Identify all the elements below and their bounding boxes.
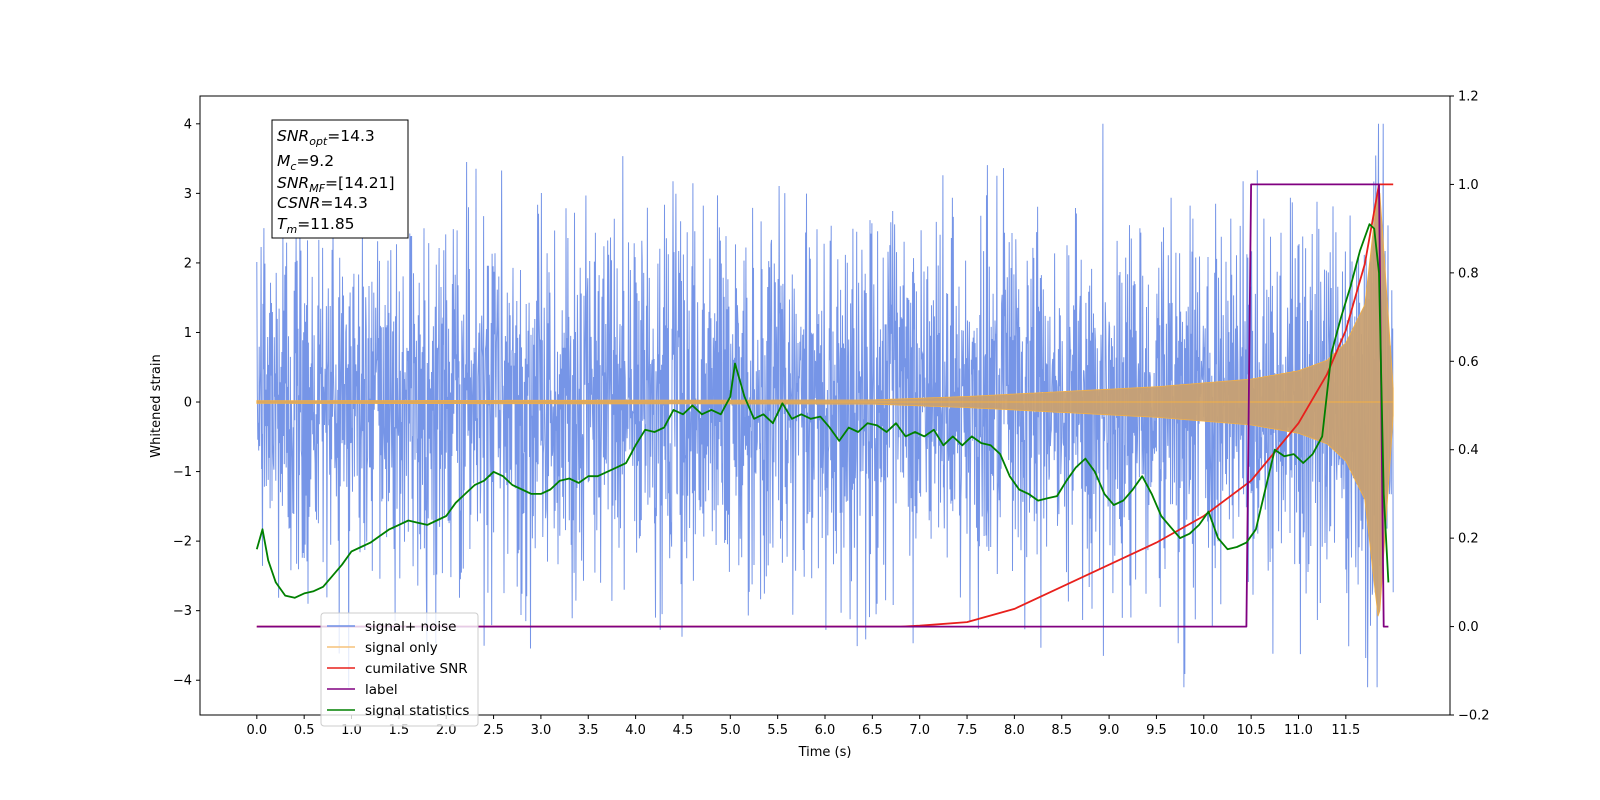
x-tick-label: 8.0 <box>1004 723 1025 738</box>
series-label <box>256 183 1389 628</box>
label-line <box>256 183 1389 628</box>
y-left-tick-label: −4 <box>173 674 192 689</box>
legend-item-label: label <box>327 682 398 698</box>
y-left-tick-label: −3 <box>173 604 192 619</box>
y-right-tick-label: 0.0 <box>1458 620 1479 635</box>
x-tick-label: 1.0 <box>341 723 362 738</box>
plot-area <box>255 123 1394 688</box>
y-left-tick-label: −2 <box>173 535 192 550</box>
annotation-csnr: CSNR=14.3 <box>277 194 368 212</box>
signal-statistics-line <box>255 223 1390 599</box>
legend-label-cumulative-snr: cumilative SNR <box>365 661 468 677</box>
stats-annotation-box: SNRopt=14.3 Mc=9.2 SNRMF=[14.21] CSNR=14… <box>271 119 409 239</box>
y-right-tick-label: 1.0 <box>1458 178 1479 193</box>
x-tick-label: 8.5 <box>1051 723 1072 738</box>
annotation-snr-opt: SNRopt=14.3 <box>277 127 375 148</box>
y-right-tick-label: 1.2 <box>1458 90 1479 105</box>
y-axis-right: 1.2 1.0 0.8 0.6 0.4 0.2 0.0 −0.2 <box>1450 90 1490 724</box>
y-left-tick-label: 3 <box>184 187 192 202</box>
legend-label-signal-only: signal only <box>365 640 438 656</box>
y-axis-left: 4 3 2 1 0 −1 −2 −3 −4 <box>173 117 200 689</box>
x-tick-label: 7.0 <box>909 723 930 738</box>
x-tick-label: 5.0 <box>720 723 741 738</box>
x-tick-label: 10.0 <box>1189 723 1218 738</box>
y-left-tick-label: 4 <box>184 117 192 132</box>
x-tick-label: 11.0 <box>1284 723 1313 738</box>
y-right-tick-label: 0.6 <box>1458 355 1479 370</box>
y-left-tick-label: −1 <box>173 465 192 480</box>
legend-label-signal-statistics: signal statistics <box>365 703 469 719</box>
x-tick-label: 0.0 <box>246 723 267 738</box>
annotation-merger-time: Tm=11.85 <box>277 215 355 236</box>
x-tick-label: 9.5 <box>1146 723 1167 738</box>
legend: signal+ noise signal only cumilative SNR… <box>320 612 479 727</box>
x-tick-label: 1.5 <box>389 723 410 738</box>
legend-label-label: label <box>365 682 398 698</box>
x-tick-label: 3.5 <box>578 723 599 738</box>
y-left-tick-label: 0 <box>184 396 192 411</box>
y-right-tick-label: 0.4 <box>1458 443 1479 458</box>
y-right-tick-label: 0.2 <box>1458 532 1479 547</box>
legend-item-signal-noise: signal+ noise <box>327 619 456 635</box>
x-tick-label: 2.5 <box>483 723 504 738</box>
y-left-tick-label: 2 <box>184 256 192 271</box>
x-tick-label: 3.0 <box>531 723 552 738</box>
x-tick-label: 5.5 <box>767 723 788 738</box>
annotation-frame <box>271 119 409 239</box>
x-axis-title: Time (s) <box>798 745 852 760</box>
legend-item-cumulative-snr: cumilative SNR <box>327 661 468 677</box>
y-axis-title: Whitened strain <box>149 354 164 457</box>
legend-label-signal-noise: signal+ noise <box>365 619 456 635</box>
series-signal-only <box>256 187 1394 617</box>
series-cumulative-snr <box>256 183 1394 628</box>
x-tick-label: 2.0 <box>436 723 457 738</box>
x-axis: 0.0 0.5 1.0 1.5 2.0 2.5 3.0 3.5 4.0 4.5 5.0 5.5 6.0 6… <box>246 715 1360 738</box>
x-tick-label: 7.5 <box>957 723 978 738</box>
x-tick-label: 6.0 <box>815 723 836 738</box>
series-signal-statistics <box>255 223 1390 599</box>
y-left-tick-label: 1 <box>184 326 192 341</box>
x-tick-label: 4.0 <box>625 723 646 738</box>
x-tick-label: 11.5 <box>1331 723 1360 738</box>
y-right-tick-label: −0.2 <box>1458 709 1490 724</box>
x-tick-label: 4.5 <box>673 723 694 738</box>
y-right-tick-label: 0.8 <box>1458 266 1479 281</box>
legend-item-signal-statistics: signal statistics <box>327 703 469 719</box>
x-tick-label: 0.5 <box>294 723 315 738</box>
x-tick-label: 6.5 <box>862 723 883 738</box>
legend-item-signal-only: signal only <box>327 640 438 656</box>
annotation-chirp-mass: Mc=9.2 <box>277 152 334 173</box>
annotation-snr-mf: SNRMF=[14.21] <box>277 174 395 195</box>
cumulative-snr-line <box>256 183 1394 628</box>
x-tick-label: 10.5 <box>1237 723 1266 738</box>
legend-frame <box>320 612 479 727</box>
x-tick-label: 9.0 <box>1099 723 1120 738</box>
